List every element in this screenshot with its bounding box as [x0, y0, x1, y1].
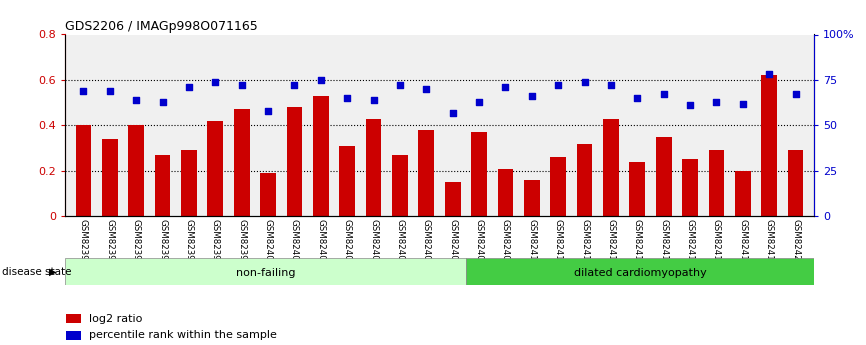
Bar [67, 314, 81, 323]
Point [446, 110, 460, 116]
Point [789, 92, 803, 97]
Bar [788, 150, 804, 216]
Bar [550, 157, 566, 216]
Point [262, 108, 275, 114]
Point [366, 97, 380, 103]
Bar [761, 76, 777, 216]
Bar [287, 107, 302, 216]
Bar [735, 171, 751, 216]
Bar [365, 119, 381, 216]
Point [313, 77, 327, 83]
Bar [682, 159, 698, 216]
Point [182, 85, 196, 90]
Bar [630, 162, 645, 216]
Bar [471, 132, 487, 216]
Point [499, 85, 513, 90]
Point [736, 101, 750, 106]
Text: non-failing: non-failing [236, 268, 295, 278]
Point [552, 83, 565, 88]
Point [630, 95, 644, 101]
Bar [313, 96, 329, 216]
Point [762, 72, 776, 77]
Bar [128, 125, 144, 216]
Bar [392, 155, 408, 216]
Point [656, 92, 670, 97]
Bar [656, 137, 672, 216]
Bar [181, 150, 197, 216]
Text: GDS2206 / IMAGp998O071165: GDS2206 / IMAGp998O071165 [65, 20, 258, 33]
Bar [65, 258, 466, 285]
Point [578, 79, 591, 85]
Point [419, 86, 433, 92]
Bar [102, 139, 118, 216]
Point [156, 99, 170, 105]
Point [76, 88, 90, 93]
Text: log2 ratio: log2 ratio [89, 314, 142, 324]
Point [288, 83, 301, 88]
Point [209, 79, 223, 85]
Text: disease state: disease state [2, 267, 71, 277]
Point [472, 99, 486, 105]
Bar [577, 144, 592, 216]
Bar [67, 331, 81, 339]
Bar [524, 180, 540, 216]
Point [683, 103, 697, 108]
Bar [207, 121, 223, 216]
Point [235, 83, 249, 88]
Point [604, 83, 617, 88]
Point [709, 99, 723, 105]
Point [129, 97, 143, 103]
Text: percentile rank within the sample: percentile rank within the sample [89, 330, 277, 340]
Text: dilated cardiomyopathy: dilated cardiomyopathy [574, 268, 707, 278]
Bar [155, 155, 171, 216]
Bar [498, 169, 514, 216]
Point [525, 93, 539, 99]
Bar [418, 130, 434, 216]
Bar [466, 258, 814, 285]
Bar [234, 109, 249, 216]
Bar [708, 150, 724, 216]
Point [393, 83, 407, 88]
Bar [445, 182, 461, 216]
Point [340, 95, 354, 101]
Point [103, 88, 117, 93]
Text: ▶: ▶ [48, 267, 56, 277]
Bar [603, 119, 619, 216]
Bar [75, 125, 91, 216]
Bar [260, 173, 276, 216]
Bar [339, 146, 355, 216]
